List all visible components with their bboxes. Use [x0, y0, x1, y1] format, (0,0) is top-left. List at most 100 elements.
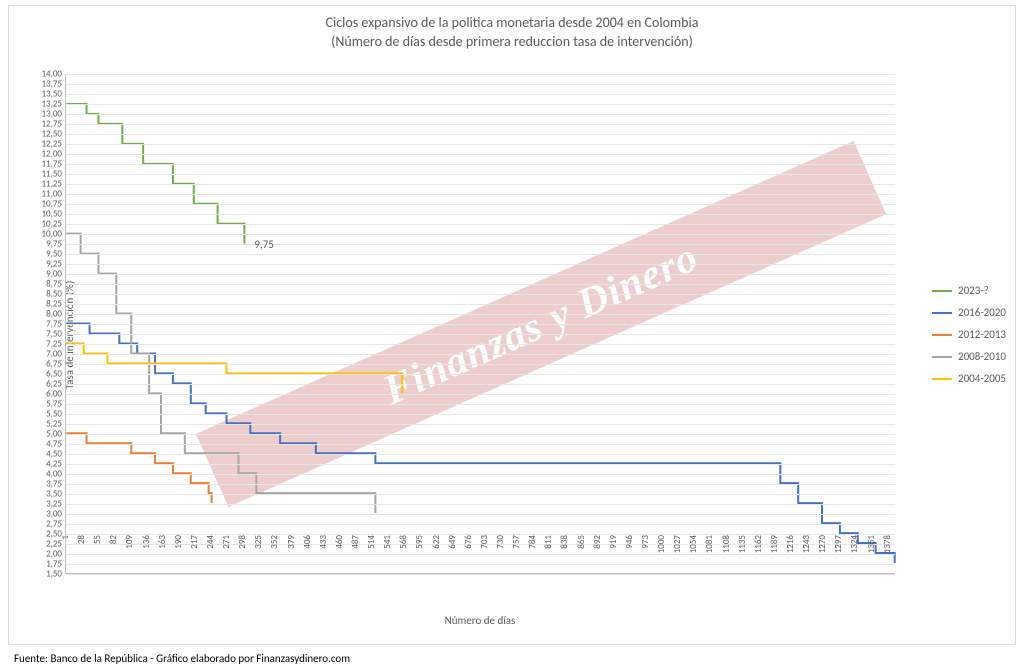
- x-tick-label: 352: [269, 535, 280, 575]
- y-tick-label: 6,50: [46, 369, 66, 380]
- x-tick-label: 163: [157, 535, 168, 575]
- x-tick-label: 676: [463, 535, 474, 575]
- x-tick-label: 892: [592, 535, 603, 575]
- y-tick-label: 6,75: [46, 359, 66, 370]
- gridline: [66, 504, 895, 505]
- x-tick-label: 244: [205, 535, 216, 575]
- gridline: [66, 514, 895, 515]
- gridline: [66, 74, 895, 75]
- y-tick-label: 11,00: [42, 189, 67, 200]
- legend-item: 2023-?: [932, 282, 1006, 300]
- y-tick-label: 10,00: [42, 229, 67, 240]
- gridline: [66, 344, 895, 345]
- x-tick-label: 595: [414, 535, 425, 575]
- x-axis-label: Número de días: [65, 614, 895, 627]
- gridline: [66, 194, 895, 195]
- y-tick-label: 10,50: [42, 209, 67, 220]
- y-tick-label: 5,25: [46, 419, 66, 430]
- gridline: [66, 274, 895, 275]
- gridline: [66, 394, 895, 395]
- y-tick-label: 6,25: [46, 379, 66, 390]
- x-tick-label: 1: [60, 535, 71, 575]
- y-tick-label: 11,25: [42, 179, 67, 190]
- legend-item: 2016-2020: [932, 304, 1006, 322]
- gridline: [66, 284, 895, 285]
- gridline: [66, 314, 895, 315]
- gridline: [66, 304, 895, 305]
- x-tick-label: 1189: [769, 535, 780, 575]
- x-tick-label: 1162: [753, 535, 764, 575]
- x-tick-label: 649: [447, 535, 458, 575]
- legend-label: 2008-2010: [958, 350, 1006, 363]
- plot-area: Finanzas y Dinero 1,501,752,002,252,502,…: [65, 74, 895, 574]
- y-tick-label: 13,25: [42, 99, 67, 110]
- gridline: [66, 144, 895, 145]
- x-tick-label: 1270: [817, 535, 828, 575]
- x-tick-label: 1324: [849, 535, 860, 575]
- gridline: [66, 204, 895, 205]
- y-tick-label: 7,75: [46, 319, 66, 330]
- y-tick-label: 8,75: [46, 279, 66, 290]
- x-tick-label: 865: [576, 535, 587, 575]
- x-tick-label: 406: [302, 535, 313, 575]
- x-tick-label: 1135: [737, 535, 748, 575]
- legend-item: 2004-2005: [932, 370, 1006, 388]
- x-tick-label: 190: [173, 535, 184, 575]
- x-tick-label: 271: [221, 535, 232, 575]
- gridline: [66, 84, 895, 85]
- y-tick-label: 7,00: [46, 349, 66, 360]
- y-tick-label: 13,75: [42, 79, 67, 90]
- gridline: [66, 494, 895, 495]
- gridline: [66, 324, 895, 325]
- gridline: [66, 334, 895, 335]
- y-tick-label: 12,25: [42, 139, 67, 150]
- x-tick-label: 1081: [704, 535, 715, 575]
- gridline: [66, 184, 895, 185]
- legend-label: 2016-2020: [958, 306, 1006, 319]
- x-tick-label: 82: [108, 535, 119, 575]
- source-text: Fuente: Banco de la República - Gráfico …: [14, 652, 350, 665]
- gridline: [66, 174, 895, 175]
- y-tick-label: 10,75: [42, 199, 67, 210]
- x-tick-label: 622: [431, 535, 442, 575]
- legend-label: 2012-2013: [958, 328, 1006, 341]
- y-tick-label: 3,50: [46, 489, 66, 500]
- legend-swatch: [932, 334, 952, 336]
- gridline: [66, 374, 895, 375]
- x-tick-label: 730: [495, 535, 506, 575]
- y-tick-label: 14,00: [42, 69, 67, 80]
- gridline: [66, 264, 895, 265]
- gridline: [66, 154, 895, 155]
- legend: 2023-? 2016-2020 2012-2013 2008-2010 2004-20…: [932, 278, 1006, 392]
- y-tick-label: 6,00: [46, 389, 66, 400]
- gridline: [66, 404, 895, 405]
- x-tick-label: 298: [237, 535, 248, 575]
- gridline: [66, 244, 895, 245]
- gridline: [66, 224, 895, 225]
- legend-label: 2023-?: [958, 284, 989, 297]
- gridline: [66, 484, 895, 485]
- y-tick-label: 4,00: [46, 469, 66, 480]
- y-tick-label: 8,00: [46, 309, 66, 320]
- gridline: [66, 94, 895, 95]
- y-tick-label: 7,25: [46, 339, 66, 350]
- x-tick-label: 1000: [656, 535, 667, 575]
- y-tick-label: 12,75: [42, 119, 67, 130]
- x-tick-label: 838: [559, 535, 570, 575]
- y-tick-label: 4,50: [46, 449, 66, 460]
- x-tick-label: 1108: [721, 535, 732, 575]
- x-tick-label: 568: [398, 535, 409, 575]
- x-tick-label: 1243: [801, 535, 812, 575]
- x-tick-label: 946: [624, 535, 635, 575]
- y-tick-label: 8,25: [46, 299, 66, 310]
- x-tick-label: 55: [92, 535, 103, 575]
- y-tick-label: 13,00: [42, 109, 67, 120]
- y-tick-label: 9,50: [46, 249, 66, 260]
- y-tick-label: 4,75: [46, 439, 66, 450]
- gridline: [66, 104, 895, 105]
- y-tick-label: 2,75: [46, 519, 66, 530]
- gridline: [66, 524, 895, 525]
- gridline: [66, 354, 895, 355]
- legend-swatch: [932, 356, 952, 358]
- gridline: [66, 384, 895, 385]
